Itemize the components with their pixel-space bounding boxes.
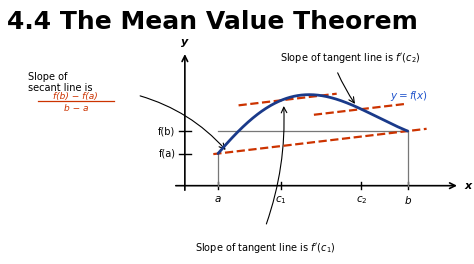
Text: 4.4 The Mean Value Theorem: 4.4 The Mean Value Theorem bbox=[7, 11, 418, 34]
Text: $y = f(x)$: $y = f(x)$ bbox=[390, 89, 428, 103]
Text: $c_1$: $c_1$ bbox=[275, 195, 287, 206]
Text: f(b) − f(a): f(b) − f(a) bbox=[54, 92, 98, 101]
Text: $b$: $b$ bbox=[403, 195, 412, 206]
Text: f(a): f(a) bbox=[158, 149, 175, 159]
Text: Slope of tangent line is $f'(c_1)$: Slope of tangent line is $f'(c_1)$ bbox=[195, 241, 336, 255]
Text: f(b): f(b) bbox=[158, 126, 175, 136]
Text: $a$: $a$ bbox=[214, 195, 222, 204]
Text: y: y bbox=[181, 37, 189, 47]
Text: Slope of
secant line is: Slope of secant line is bbox=[28, 72, 93, 93]
Text: $c_2$: $c_2$ bbox=[356, 195, 367, 206]
Text: b − a: b − a bbox=[64, 104, 88, 113]
Text: x: x bbox=[465, 181, 472, 191]
Text: Slope of tangent line is $f'(c_2)$: Slope of tangent line is $f'(c_2)$ bbox=[280, 51, 420, 65]
